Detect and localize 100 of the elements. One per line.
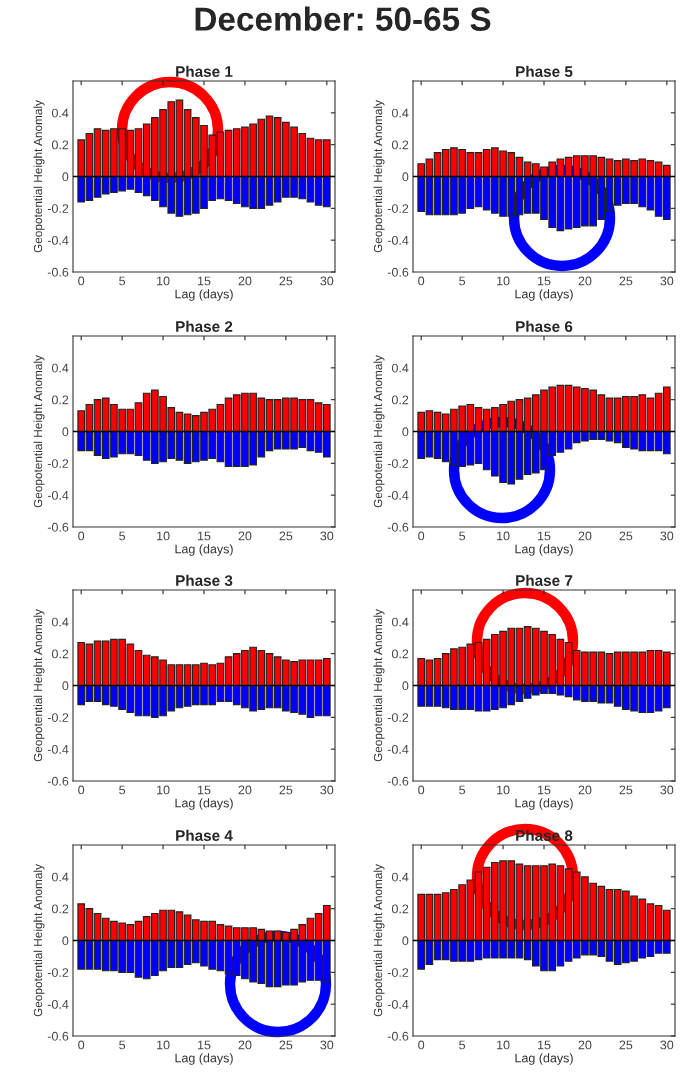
y-tick-label: -0.4 [47,490,69,500]
y-axis-title: Geopotential Height Anomaly [373,609,385,762]
x-tick-label: 10 [497,276,510,286]
y-tick-label: 0 [402,936,409,946]
y-tick-label: 0 [402,172,409,182]
y-tick-label: -0.2 [47,713,69,722]
x-tick-label: 15 [198,531,211,541]
x-tick-label: 25 [279,1040,293,1050]
y-tick-label: 0.4 [51,617,69,627]
y-tick-label: 0.4 [51,108,69,118]
y-tick-label: 0.4 [51,363,69,373]
y-tick-label: -0.2 [387,204,409,213]
x-tick-label: 5 [119,276,126,286]
y-tick-label: -0.6 [387,1031,409,1041]
x-tick-label: 0 [78,276,85,286]
text: December: 50-65 S [195,6,491,31]
y-axis-title: Geopotential Height Anomaly [373,100,385,253]
y-tick-label: 0.4 [391,872,409,882]
chart-title: Phase 2 [176,320,233,332]
x-tick-label: 25 [279,276,293,286]
y-tick-label: 0 [62,427,69,437]
x-tick-label: 0 [78,785,85,795]
y-tick-label: 0 [62,681,69,691]
x-tick-label: 10 [157,1040,170,1050]
y-tick-label: -0.6 [47,522,69,532]
y-tick-label: 0 [62,172,69,182]
y-tick-label: 0.4 [51,872,69,882]
x-tick-label: 15 [538,785,551,795]
x-tick-label: 0 [78,531,85,541]
x-tick-label: 25 [279,785,293,795]
x-tick-label: 5 [119,1040,126,1050]
x-tick-label: 10 [497,531,510,541]
x-tick-label: 10 [157,276,170,286]
x-tick-label: 30 [660,1040,674,1050]
x-axis-title: Lag (days) [515,1053,573,1065]
x-tick-label: 15 [198,785,211,795]
chart-title: Phase 4 [176,829,233,841]
x-axis-title: Lag (days) [175,798,233,810]
x-tick-label: 20 [238,276,252,286]
y-tick-label: 0.4 [391,617,409,627]
x-tick-label: 30 [320,785,334,795]
x-tick-label: 30 [660,531,674,541]
y-tick-label: -0.2 [387,713,409,722]
x-tick-label: 5 [119,531,126,541]
y-tick-label: -0.2 [47,968,69,977]
x-tick-label: 30 [320,1040,334,1050]
y-axis-title: Geopotential Height Anomaly [33,355,45,508]
chart-title: Phase 6 [516,320,573,332]
y-tick-label: 0 [62,936,69,946]
chart-title: Phase 1 [176,65,233,77]
x-tick-label: 25 [619,276,633,286]
chart-title: Phase 5 [516,65,573,77]
chart-title: Phase 7 [516,574,573,586]
y-tick-label: -0.6 [387,522,409,532]
y-tick-label: 0.2 [51,140,69,150]
y-tick-label: -0.4 [47,235,69,245]
x-tick-label: 25 [279,531,293,541]
y-axis-title: Geopotential Height Anomaly [373,355,385,508]
x-tick-label: 20 [578,531,592,541]
y-tick-label: -0.6 [47,776,69,786]
x-tick-label: 20 [578,276,592,286]
y-tick-label: -0.6 [387,267,409,277]
y-axis-title: Geopotential Height Anomaly [33,100,45,253]
y-tick-label: -0.4 [387,744,409,754]
y-tick-label: -0.6 [387,776,409,786]
x-tick-label: 20 [578,785,592,795]
y-tick-label: 0.2 [391,140,409,150]
x-tick-label: 15 [198,276,211,286]
y-tick-label: 0.2 [51,904,69,914]
x-axis-title: Lag (days) [175,289,233,301]
x-axis-title: Lag (days) [175,544,233,556]
x-tick-label: 15 [538,531,551,541]
y-axis-title: Geopotential Height Anomaly [373,864,385,1017]
x-tick-label: 5 [459,276,466,286]
x-tick-label: 0 [78,1040,85,1050]
y-tick-label: 0.2 [391,395,409,405]
x-tick-label: 30 [320,531,334,541]
x-tick-label: 5 [119,785,126,795]
y-tick-label: -0.2 [387,459,409,468]
x-tick-label: 30 [320,276,334,286]
y-tick-label: -0.4 [387,999,409,1009]
x-tick-label: 5 [459,1040,466,1050]
y-tick-label: 0.2 [391,649,409,659]
x-tick-label: 10 [497,1040,510,1050]
x-tick-label: 20 [238,531,252,541]
y-tick-label: -0.2 [47,459,69,468]
y-tick-label: 0.2 [51,649,69,659]
x-tick-label: 0 [418,785,425,795]
y-tick-label: 0 [402,681,409,691]
x-tick-label: 0 [418,276,425,286]
y-axis-title: Geopotential Height Anomaly [33,609,45,762]
x-tick-label: 20 [238,1040,252,1050]
x-tick-label: 15 [538,1040,551,1050]
y-tick-label: -0.6 [47,267,69,277]
x-tick-label: 25 [619,785,633,795]
y-tick-label: -0.2 [387,968,409,977]
y-tick-label: -0.6 [47,1031,69,1041]
y-axis-title: Geopotential Height Anomaly [33,864,45,1017]
y-tick-label: 0.4 [391,108,409,118]
x-axis-title: Lag (days) [515,798,573,810]
